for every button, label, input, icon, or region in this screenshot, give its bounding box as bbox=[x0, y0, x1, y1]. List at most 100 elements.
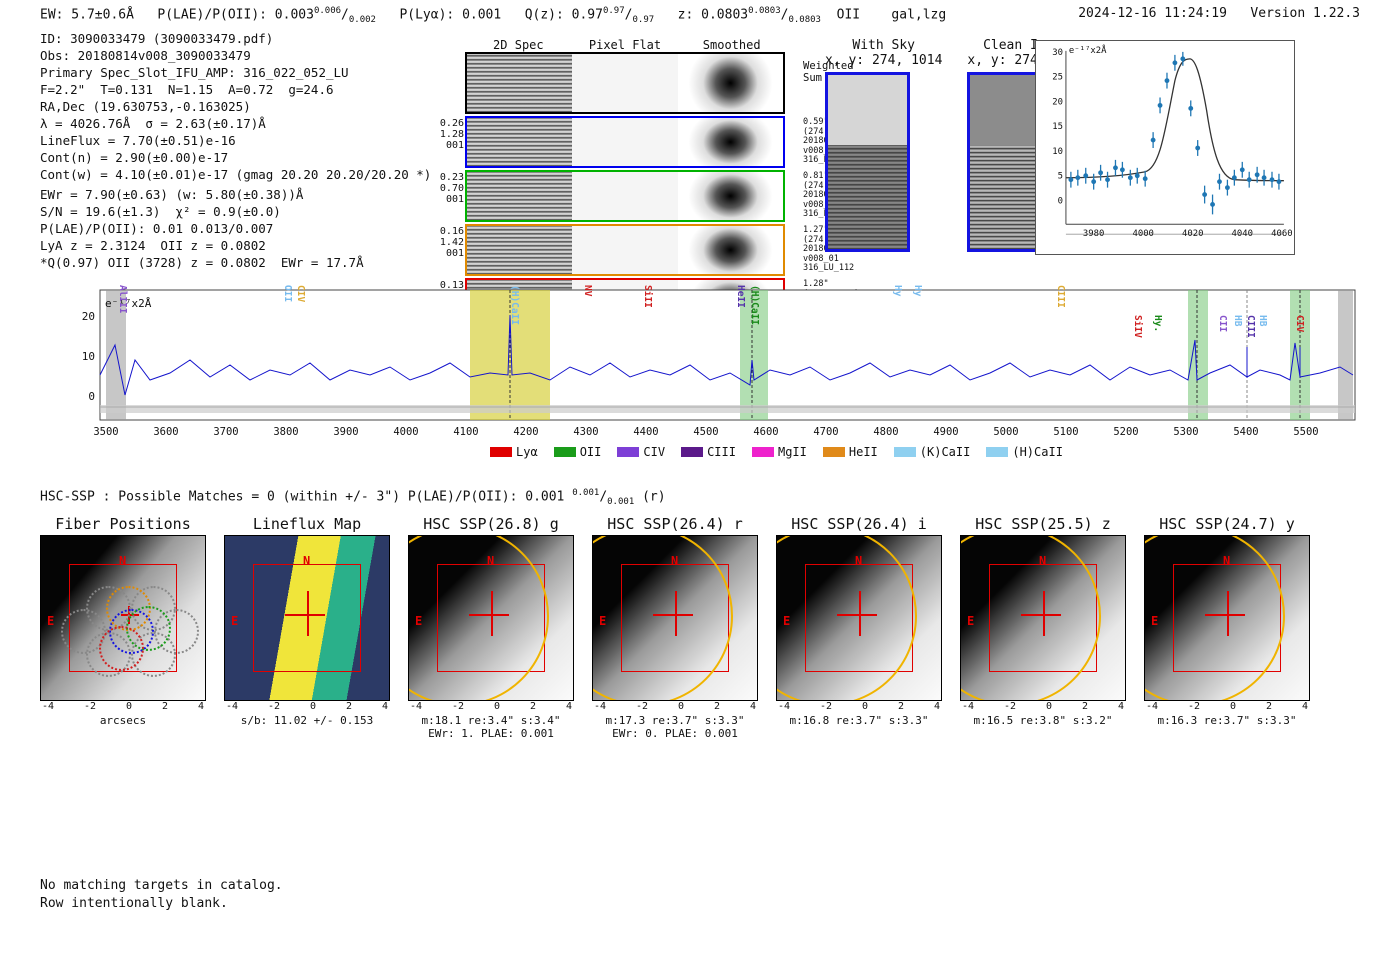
weighted-pixelflat-thumbnail[interactable] bbox=[572, 54, 677, 112]
fiber-positions-panel[interactable]: Fiber Positions N E -4 -2 0 2 4 arcsecs bbox=[40, 515, 206, 740]
svg-text:10: 10 bbox=[1052, 147, 1063, 157]
svg-text:Hy.: Hy. bbox=[1152, 315, 1163, 332]
svg-text:25: 25 bbox=[1052, 73, 1063, 83]
shaded-band-hbeta bbox=[1188, 290, 1208, 420]
svg-text:CIII: CIII bbox=[1245, 315, 1256, 338]
svg-text:4200: 4200 bbox=[513, 426, 538, 438]
fit-plot-yticks: 30 25 20 15 10 5 0 bbox=[1052, 48, 1063, 207]
svg-text:4900: 4900 bbox=[933, 426, 958, 438]
hsc-i-panel[interactable]: HSC SSP(26.4) i N E -4 -2 0 2 4 m:16.8 re:3.… bbox=[776, 515, 942, 740]
hsc-r-canvas[interactable]: N E bbox=[592, 535, 758, 701]
fit-plot-datapoints bbox=[1069, 52, 1281, 214]
fiber-row-green[interactable]: 0.23 0.70 001 0.81" (274, 1014) 20180814… bbox=[465, 170, 785, 222]
main-plot-yticks: 0 10 20 bbox=[82, 310, 95, 403]
hsc-z-panel[interactable]: HSC SSP(25.5) z N E -4 -2 0 2 4 m:16.5 re:3.… bbox=[960, 515, 1126, 740]
hsc-y-canvas[interactable]: N E bbox=[1144, 535, 1310, 701]
panel-titles: 2D Spec Pixel Flat Smoothed bbox=[465, 38, 785, 52]
legend-item-civ: CIV bbox=[617, 445, 665, 459]
hsc-g-canvas[interactable]: N E bbox=[408, 535, 574, 701]
svg-text:SiII: SiII bbox=[642, 285, 653, 308]
lineflux-map-panel[interactable]: Lineflux Map N E -4 -2 0 2 4 s/b: 11.02 +/- … bbox=[224, 515, 390, 740]
hsc-r-xaxis: -4 -2 0 2 4 bbox=[592, 701, 758, 712]
svg-text:OII: OII bbox=[282, 285, 293, 302]
hsc-r-panel[interactable]: HSC SSP(26.4) r N E -4 -2 0 2 4 m:17.3 re:3.… bbox=[592, 515, 758, 740]
svg-text:5500: 5500 bbox=[1293, 426, 1318, 438]
svg-text:5200: 5200 bbox=[1113, 426, 1138, 438]
svg-text:4100: 4100 bbox=[453, 426, 478, 438]
svg-text:15: 15 bbox=[1052, 122, 1063, 132]
legend-item-kcaii: (K)CaII bbox=[894, 445, 971, 459]
full-spectrum-plot[interactable]: 0 10 20 e⁻¹⁷x2Å 3500 3600 3700 3800 3900… bbox=[40, 285, 1360, 460]
fiber-positions-canvas[interactable]: N E bbox=[40, 535, 206, 701]
svg-text:30: 30 bbox=[1052, 48, 1063, 58]
legend-item-lya: Lyα bbox=[490, 445, 538, 459]
svg-text:HB: HB bbox=[1257, 315, 1268, 327]
fiber-positions-xaxis: -4 -2 0 2 4 bbox=[40, 701, 206, 712]
fiber-orange-left-numbers: 0.16 1.42 001 bbox=[419, 226, 464, 259]
with-sky-thumbnail[interactable] bbox=[825, 72, 910, 252]
svg-text:5300: 5300 bbox=[1173, 426, 1198, 438]
svg-text:4020: 4020 bbox=[1182, 229, 1203, 239]
header-measurements: EW: 5.7±0.6Å P(LAE)/P(OII): 0.0030.006/0… bbox=[40, 6, 946, 25]
fiber-green-pixelflat-thumbnail[interactable] bbox=[572, 172, 677, 220]
svg-text:20: 20 bbox=[82, 310, 95, 323]
hsc-i-xaxis: -4 -2 0 2 4 bbox=[776, 701, 942, 712]
fiber-green-2dspec-thumbnail[interactable] bbox=[467, 172, 572, 220]
object-id-block: ID: 3090033479 (3090033479.pdf) Obs: 201… bbox=[40, 30, 460, 271]
svg-text:Hy: Hy bbox=[892, 285, 903, 297]
svg-text:e⁻¹⁷x2Å: e⁻¹⁷x2Å bbox=[1069, 44, 1107, 56]
fiber-orange-smoothed-thumbnail[interactable] bbox=[678, 226, 783, 274]
fiber-blue-smoothed-thumbnail[interactable] bbox=[678, 118, 783, 166]
hsc-y-xaxis: -4 -2 0 2 4 bbox=[1144, 701, 1310, 712]
svg-text:4700: 4700 bbox=[813, 426, 838, 438]
svg-text:20: 20 bbox=[1052, 97, 1063, 107]
svg-text:4000: 4000 bbox=[1132, 229, 1153, 239]
fiber-blue-2dspec-thumbnail[interactable] bbox=[467, 118, 572, 166]
fiber-orange-pixelflat-thumbnail[interactable] bbox=[572, 226, 677, 274]
svg-text:CII: CII bbox=[1217, 315, 1228, 332]
svg-text:4600: 4600 bbox=[753, 426, 778, 438]
legend-item-heii: HeII bbox=[823, 445, 878, 459]
svg-text:4060: 4060 bbox=[1271, 229, 1292, 239]
hsc-z-canvas[interactable]: N E bbox=[960, 535, 1126, 701]
lineflux-map-xaxis: -4 -2 0 2 4 bbox=[224, 701, 390, 712]
svg-text:CIV: CIV bbox=[295, 285, 306, 302]
svg-text:5000: 5000 bbox=[993, 426, 1018, 438]
bottom-note: No matching targets in catalog. Row inte… bbox=[40, 877, 283, 913]
weighted-sum-row: Weighted Sum bbox=[465, 52, 785, 114]
fiber-row-orange[interactable]: 0.16 1.42 001 1.27" (274, 1014) 20180814… bbox=[465, 224, 785, 276]
svg-text:4000: 4000 bbox=[393, 426, 418, 438]
svg-text:Hy: Hy bbox=[912, 285, 923, 297]
svg-text:CIV: CIV bbox=[1294, 315, 1305, 332]
svg-text:AlIII: AlIII bbox=[117, 285, 128, 314]
hsc-ssp-header: HSC-SSP : Possible Matches = 0 (within +… bbox=[40, 488, 666, 507]
hsc-g-panel[interactable]: HSC SSP(26.8) g N E -4 -2 0 2 4 m:18.1 re:3.… bbox=[408, 515, 574, 740]
weighted-smoothed-thumbnail[interactable] bbox=[678, 54, 783, 112]
fiber-blue-pixelflat-thumbnail[interactable] bbox=[572, 118, 677, 166]
svg-text:HB: HB bbox=[1232, 315, 1243, 327]
svg-text:0: 0 bbox=[1058, 196, 1063, 206]
hsc-i-canvas[interactable]: N E bbox=[776, 535, 942, 701]
svg-text:SiIV: SiIV bbox=[1132, 315, 1143, 338]
full-spectrum-svg[interactable]: 0 10 20 e⁻¹⁷x2Å 3500 3600 3700 3800 3900… bbox=[40, 285, 1360, 460]
hsc-y-panel[interactable]: HSC SSP(24.7) y N E -4 -2 0 2 4 m:16.3 re:3.… bbox=[1144, 515, 1310, 740]
svg-text:5100: 5100 bbox=[1053, 426, 1078, 438]
shaded-band-region2 bbox=[1338, 290, 1353, 420]
line-fit-plot[interactable]: 30 25 20 15 10 5 0 e⁻¹⁷x2Å 3980 4000 402… bbox=[1035, 40, 1295, 255]
fiber-green-smoothed-thumbnail[interactable] bbox=[678, 172, 783, 220]
2d-spectrum-panels: 2D Spec Pixel Flat Smoothed Weighted Sum… bbox=[465, 38, 785, 263]
weighted-2dspec-thumbnail[interactable] bbox=[467, 54, 572, 112]
fiber-orange-2dspec-thumbnail[interactable] bbox=[467, 226, 572, 274]
with-sky-panel[interactable]: With Sky x, y: 274, 1014 bbox=[825, 38, 942, 252]
line-fit-svg[interactable]: 30 25 20 15 10 5 0 e⁻¹⁷x2Å 3980 4000 402… bbox=[1036, 41, 1294, 254]
svg-text:5: 5 bbox=[1058, 172, 1063, 182]
thumbnail-gallery: Fiber Positions N E -4 -2 0 2 4 arcsecs Line… bbox=[40, 515, 1310, 740]
svg-text:NV: NV bbox=[582, 285, 593, 297]
hsc-g-xaxis: -4 -2 0 2 4 bbox=[408, 701, 574, 712]
svg-text:0: 0 bbox=[88, 390, 95, 403]
lineflux-map-canvas[interactable]: N E bbox=[224, 535, 390, 701]
spectral-lines-legend: Lyα OII CIV CIII MgII HeII (K)CaII (H)Ca… bbox=[490, 445, 1063, 459]
fiber-row-blue[interactable]: 0.26 1.28 001 0.59" (274, 1014) 20180814… bbox=[465, 116, 785, 168]
svg-text:3900: 3900 bbox=[333, 426, 358, 438]
legend-item-hcaii: (H)CaII bbox=[986, 445, 1063, 459]
